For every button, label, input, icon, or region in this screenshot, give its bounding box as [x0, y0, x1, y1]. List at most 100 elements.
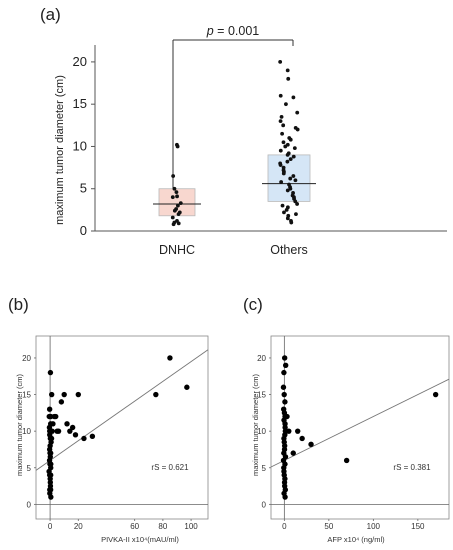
data-point	[292, 146, 297, 151]
data-point	[278, 60, 283, 64]
y-tick-label: 0	[27, 500, 32, 509]
scatter-point	[280, 384, 287, 390]
scatter-point	[47, 369, 54, 376]
panel-b-label: (b)	[8, 295, 29, 314]
x-tick-label: 50	[324, 522, 333, 531]
scatter-point	[284, 413, 290, 420]
data-point	[172, 208, 177, 213]
data-point	[172, 186, 177, 191]
panel-c-label: (c)	[243, 295, 263, 314]
data-point	[285, 159, 290, 164]
scatter-point	[308, 441, 314, 448]
panel-a-label: (a)	[40, 5, 61, 24]
data-point	[291, 95, 296, 100]
scatter-point	[282, 362, 289, 368]
data-point	[174, 190, 179, 195]
data-point	[175, 203, 180, 208]
panel-a-y-tick-label: 5	[80, 181, 87, 196]
data-point	[178, 201, 183, 206]
scatter-point	[72, 432, 79, 438]
x-tick-label: 60	[130, 522, 139, 531]
scatter-point	[61, 391, 67, 398]
data-point	[171, 222, 176, 227]
y-tick-label: 15	[22, 391, 31, 400]
data-point	[283, 144, 288, 149]
data-point	[279, 180, 284, 184]
panel-a-y-ticks: 0 5 10 15 20	[73, 54, 95, 238]
panel-b-y-axis-title: maximum tumor diameter (cm)	[15, 373, 24, 476]
category-label-others: Others	[270, 243, 308, 257]
data-point	[288, 176, 293, 181]
data-point	[289, 220, 294, 225]
x-tick-label: 80	[158, 522, 167, 531]
scatter-point	[47, 487, 53, 493]
scatter-point	[153, 391, 159, 398]
panel-a-y-tick-label: 0	[80, 223, 87, 238]
data-point	[170, 215, 175, 220]
regression-line	[35, 349, 209, 471]
scatter-point	[282, 494, 288, 500]
panel-a-y-axis-title: maximum tumor diameter (cm)	[54, 75, 66, 225]
data-point	[295, 127, 300, 132]
data-point	[175, 144, 180, 149]
data-point	[281, 140, 286, 145]
data-point	[280, 203, 285, 208]
scatter-point	[299, 435, 305, 442]
data-point	[285, 216, 290, 221]
data-point	[284, 207, 289, 212]
data-point	[294, 212, 298, 216]
scatter-point	[343, 457, 350, 464]
data-point	[291, 154, 296, 159]
panel-a-boxes	[153, 60, 316, 227]
data-point	[288, 137, 293, 142]
data-point	[293, 178, 298, 183]
scatter-point	[55, 428, 62, 434]
panel-b-frame	[35, 335, 209, 520]
panel-a: (a) maximum tumor diameter (cm) 0 5 10 15 20…	[40, 5, 447, 257]
scatter-point	[67, 428, 73, 434]
panel-b-rs-annotation: rS = 0.621	[151, 463, 189, 472]
data-point	[285, 68, 290, 73]
data-point	[285, 153, 290, 157]
y-tick-label: 5	[27, 464, 32, 473]
data-point	[281, 171, 286, 176]
scatter-point	[58, 399, 65, 405]
x-tick-label: 100	[367, 522, 381, 531]
scatter-point	[281, 391, 287, 398]
y-tick-label: 20	[257, 354, 266, 363]
data-point	[279, 114, 284, 119]
y-tick-label: 0	[262, 500, 267, 509]
x-tick-label: 150	[411, 522, 425, 531]
y-tick-label: 5	[262, 464, 267, 473]
y-tick-label: 10	[257, 427, 266, 436]
data-point	[176, 221, 181, 226]
data-point	[278, 148, 283, 153]
data-point	[176, 212, 181, 216]
panel-a-y-tick-label: 10	[73, 138, 87, 153]
data-point	[278, 93, 283, 98]
scatter-point	[81, 435, 87, 442]
data-point	[291, 174, 296, 178]
data-point	[280, 131, 285, 136]
significance-bracket: p = 0.001	[172, 24, 294, 188]
scatter-point	[53, 413, 59, 420]
scatter-point	[290, 450, 296, 456]
scatter-point	[50, 421, 56, 427]
scatter-point	[48, 391, 55, 398]
data-point	[288, 157, 293, 162]
scatter-point	[69, 424, 76, 431]
category-label-dnhc: DNHC	[159, 243, 195, 257]
scatter-point	[281, 369, 287, 376]
x-tick-label: 0	[48, 522, 53, 531]
scatter-point	[46, 406, 53, 412]
panel-b: (b) maximum tumor diameter (cm) 0 5 10 15 20…	[8, 295, 209, 544]
y-tick-label: 20	[22, 354, 31, 363]
panel-a-y-tick-label: 20	[73, 54, 87, 69]
x-tick-label: 0	[282, 522, 287, 531]
panel-c-frame	[270, 335, 450, 520]
regression-line	[270, 378, 450, 468]
data-point	[278, 163, 283, 167]
y-tick-label: 15	[257, 391, 266, 400]
panel-a-y-tick-label: 15	[73, 96, 87, 111]
